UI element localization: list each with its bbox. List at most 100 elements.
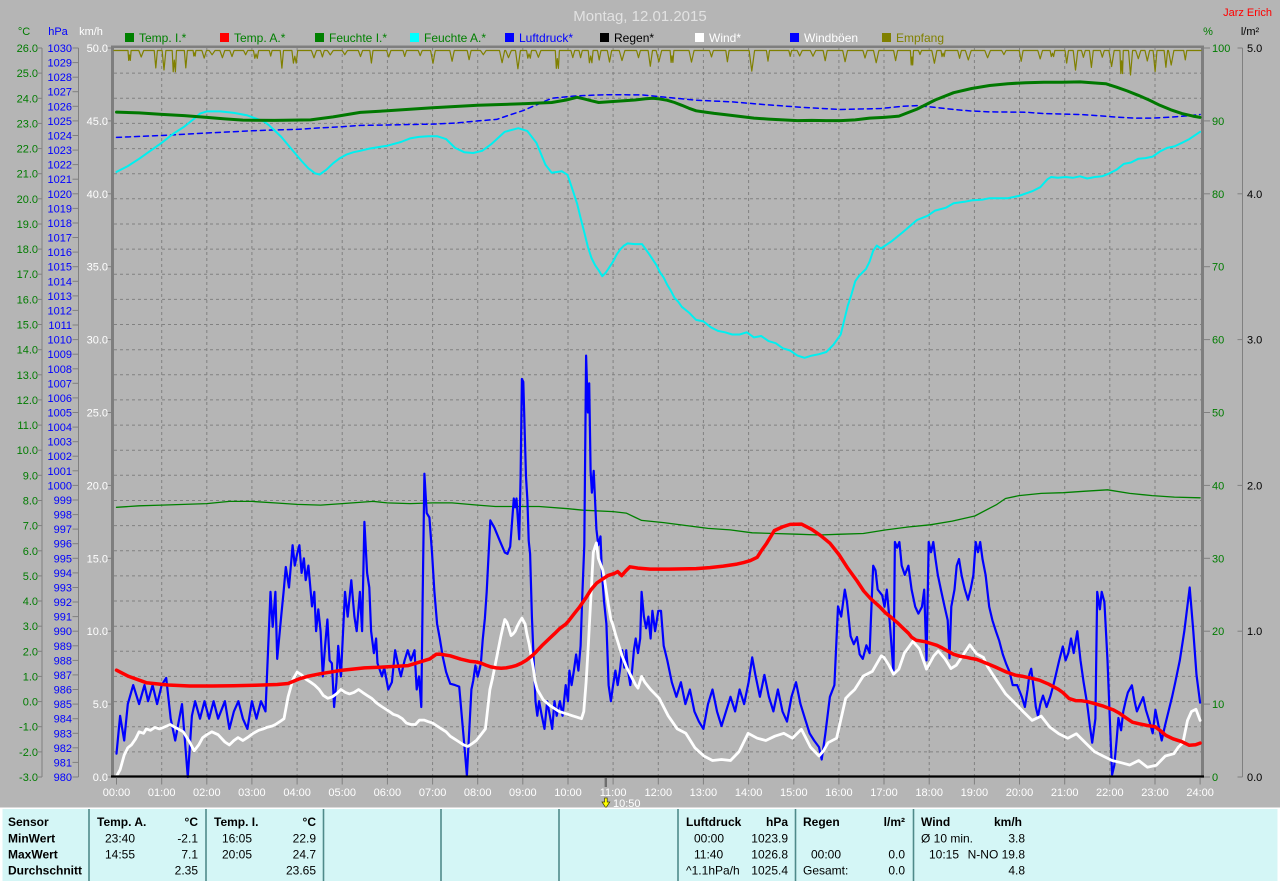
svg-text:Feuchte A.*: Feuchte A.* <box>424 31 486 45</box>
svg-text:90: 90 <box>1212 116 1224 128</box>
svg-text:80: 80 <box>1212 189 1224 201</box>
svg-text:16:00: 16:00 <box>825 787 853 799</box>
svg-text:°C: °C <box>18 26 30 38</box>
svg-text:Regen: Regen <box>803 815 840 829</box>
svg-text:1014: 1014 <box>48 276 72 288</box>
svg-text:3.0: 3.0 <box>1247 335 1262 347</box>
svg-text:7.0: 7.0 <box>23 521 38 533</box>
svg-text:Montag, 12.01.2015: Montag, 12.01.2015 <box>573 8 706 25</box>
svg-text:Sensor: Sensor <box>8 815 49 829</box>
svg-text:993: 993 <box>54 583 72 595</box>
svg-text:24:00: 24:00 <box>1186 787 1214 799</box>
svg-text:1026.8: 1026.8 <box>751 848 788 862</box>
svg-text:Gesamt:: Gesamt: <box>803 864 848 878</box>
svg-text:05:00: 05:00 <box>328 787 356 799</box>
svg-text:MinWert: MinWert <box>8 832 55 846</box>
svg-text:15.0: 15.0 <box>87 553 108 565</box>
svg-text:4.0: 4.0 <box>23 596 38 608</box>
svg-text:00:00: 00:00 <box>694 832 724 846</box>
svg-text:2.35: 2.35 <box>175 864 199 878</box>
svg-text:988: 988 <box>54 655 72 667</box>
svg-text:1020: 1020 <box>48 189 72 201</box>
svg-text:991: 991 <box>54 612 72 624</box>
svg-text:1.0: 1.0 <box>1247 626 1262 638</box>
svg-text:11:40: 11:40 <box>694 848 723 862</box>
svg-text:1001: 1001 <box>48 466 72 478</box>
svg-text:60: 60 <box>1212 335 1224 347</box>
svg-text:18.0: 18.0 <box>17 244 38 256</box>
svg-text:1028: 1028 <box>48 72 72 84</box>
svg-text:10:50: 10:50 <box>613 798 641 810</box>
svg-text:21:00: 21:00 <box>1051 787 1079 799</box>
svg-text:l/m²: l/m² <box>884 815 905 829</box>
svg-text:19:00: 19:00 <box>961 787 989 799</box>
svg-text:Luftdruck*: Luftdruck* <box>519 31 573 45</box>
svg-text:25.0: 25.0 <box>17 68 38 80</box>
svg-text:6.0: 6.0 <box>23 546 38 558</box>
svg-text:16:05: 16:05 <box>222 832 252 846</box>
svg-text:km/h: km/h <box>994 815 1022 829</box>
svg-text:22.9: 22.9 <box>293 832 317 846</box>
svg-text:23.65: 23.65 <box>286 864 316 878</box>
svg-text:990: 990 <box>54 626 72 638</box>
svg-text:Temp. A.*: Temp. A.* <box>234 31 286 45</box>
svg-text:22:00: 22:00 <box>1096 787 1124 799</box>
svg-text:1022: 1022 <box>48 160 72 172</box>
svg-text:2.0: 2.0 <box>23 646 38 658</box>
svg-text:16.0: 16.0 <box>17 294 38 306</box>
svg-text:997: 997 <box>54 524 72 536</box>
svg-text:Jarz Erich: Jarz Erich <box>1223 7 1272 19</box>
svg-text:992: 992 <box>54 597 72 609</box>
svg-text:100: 100 <box>1212 43 1230 55</box>
svg-text:°C: °C <box>303 815 317 829</box>
svg-text:1025.4: 1025.4 <box>751 864 788 878</box>
svg-text:14.0: 14.0 <box>17 345 38 357</box>
svg-text:1029: 1029 <box>48 58 72 70</box>
svg-text:17.0: 17.0 <box>17 269 38 281</box>
svg-text:10.0: 10.0 <box>87 626 108 638</box>
svg-text:1012: 1012 <box>48 305 72 317</box>
svg-text:989: 989 <box>54 641 72 653</box>
svg-text:11:00: 11:00 <box>600 787 627 799</box>
svg-text:1015: 1015 <box>48 262 72 274</box>
svg-text:50: 50 <box>1212 408 1224 420</box>
svg-text:23:40: 23:40 <box>105 832 135 846</box>
svg-text:980: 980 <box>54 772 72 784</box>
svg-text:13:00: 13:00 <box>690 787 718 799</box>
svg-text:Empfang: Empfang <box>896 31 944 45</box>
svg-text:14:55: 14:55 <box>105 848 135 862</box>
svg-text:Windböen: Windböen <box>804 31 858 45</box>
svg-text:998: 998 <box>54 510 72 522</box>
svg-text:1002: 1002 <box>48 451 72 463</box>
svg-text:10:15: 10:15 <box>929 848 959 862</box>
svg-text:20.0: 20.0 <box>17 194 38 206</box>
svg-text:Wind: Wind <box>921 815 950 829</box>
svg-text:1023: 1023 <box>48 145 72 157</box>
svg-text:Durchschnitt: Durchschnitt <box>8 864 82 878</box>
svg-text:02:00: 02:00 <box>193 787 221 799</box>
svg-text:5.0: 5.0 <box>23 571 38 583</box>
svg-text:50.0: 50.0 <box>87 43 108 55</box>
svg-text:23:00: 23:00 <box>1141 787 1169 799</box>
svg-text:01:00: 01:00 <box>148 787 176 799</box>
svg-text:1027: 1027 <box>48 87 72 99</box>
svg-text:1005: 1005 <box>48 408 72 420</box>
svg-text:Regen*: Regen* <box>614 31 654 45</box>
svg-text:06:00: 06:00 <box>374 787 402 799</box>
svg-text:0.0: 0.0 <box>23 697 38 709</box>
svg-text:0: 0 <box>1212 772 1218 784</box>
svg-text:984: 984 <box>54 714 72 726</box>
svg-text:12.0: 12.0 <box>17 395 38 407</box>
svg-text:km/h: km/h <box>79 26 103 38</box>
svg-text:987: 987 <box>54 670 72 682</box>
svg-text:0.0: 0.0 <box>1247 772 1262 784</box>
svg-text:1023.9: 1023.9 <box>751 832 788 846</box>
svg-text:24.0: 24.0 <box>17 93 38 105</box>
svg-text:0.0: 0.0 <box>888 848 905 862</box>
svg-text:1007: 1007 <box>48 378 72 390</box>
svg-text:04:00: 04:00 <box>283 787 311 799</box>
svg-text:985: 985 <box>54 699 72 711</box>
svg-text:Temp. I.: Temp. I. <box>214 815 258 829</box>
svg-text:03:00: 03:00 <box>238 787 266 799</box>
svg-text:70: 70 <box>1212 262 1224 274</box>
